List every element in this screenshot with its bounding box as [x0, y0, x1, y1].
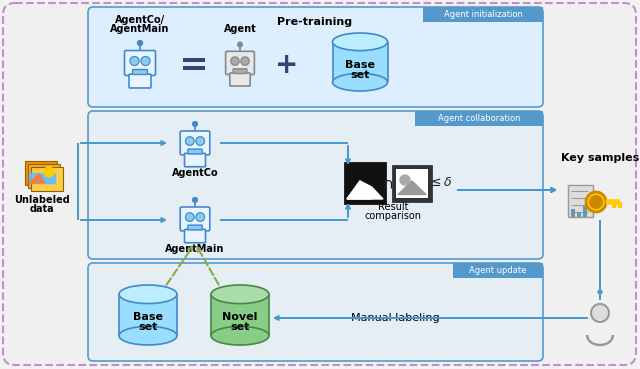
Text: AgentMain: AgentMain — [165, 244, 225, 254]
Bar — [568, 185, 593, 217]
Ellipse shape — [211, 285, 269, 304]
Ellipse shape — [119, 285, 177, 304]
Circle shape — [591, 304, 609, 322]
Polygon shape — [398, 181, 426, 194]
Ellipse shape — [333, 33, 387, 51]
Text: $\leq\delta$: $\leq\delta$ — [428, 176, 452, 190]
Bar — [415, 111, 543, 126]
Polygon shape — [29, 174, 45, 183]
FancyBboxPatch shape — [188, 149, 202, 154]
Circle shape — [186, 213, 194, 221]
Bar — [423, 7, 543, 22]
Bar — [453, 263, 543, 278]
Bar — [396, 169, 428, 197]
Polygon shape — [347, 181, 383, 199]
Circle shape — [231, 57, 239, 65]
FancyBboxPatch shape — [88, 111, 543, 259]
Circle shape — [130, 56, 139, 66]
Text: ∩: ∩ — [383, 176, 394, 192]
FancyBboxPatch shape — [233, 69, 247, 73]
FancyBboxPatch shape — [188, 225, 202, 230]
Text: +: + — [275, 51, 299, 79]
Bar — [333, 42, 387, 82]
Bar — [393, 166, 431, 200]
Circle shape — [241, 57, 249, 65]
Circle shape — [141, 56, 150, 66]
Ellipse shape — [333, 73, 387, 91]
Bar — [28, 164, 60, 188]
Circle shape — [196, 213, 205, 221]
Text: AgentCo/: AgentCo/ — [115, 15, 165, 25]
Bar — [31, 167, 63, 191]
Bar — [183, 58, 205, 62]
Text: set: set — [350, 70, 370, 80]
Bar — [571, 209, 575, 217]
Text: data: data — [29, 204, 54, 214]
Circle shape — [138, 41, 143, 45]
FancyBboxPatch shape — [88, 7, 543, 107]
Text: Key samples: Key samples — [561, 153, 639, 163]
Circle shape — [193, 197, 197, 202]
Circle shape — [44, 167, 54, 177]
Text: Manual labeling: Manual labeling — [351, 313, 439, 323]
Text: AgentMain: AgentMain — [110, 24, 170, 34]
Text: Novel: Novel — [222, 312, 258, 322]
Circle shape — [196, 137, 205, 145]
FancyBboxPatch shape — [184, 154, 205, 167]
Text: Agent initialization: Agent initialization — [444, 10, 522, 19]
Text: Unlabeled: Unlabeled — [14, 195, 70, 205]
Bar — [119, 294, 177, 336]
Bar — [583, 206, 587, 217]
FancyBboxPatch shape — [132, 69, 147, 75]
Text: AgentCo: AgentCo — [172, 168, 218, 178]
Bar — [25, 161, 57, 185]
Ellipse shape — [211, 327, 269, 345]
Text: Base: Base — [345, 60, 375, 70]
Bar — [577, 212, 581, 217]
Text: set: set — [138, 322, 157, 332]
Polygon shape — [29, 173, 55, 183]
Text: Agent collaboration: Agent collaboration — [438, 114, 520, 123]
FancyBboxPatch shape — [129, 74, 151, 88]
Text: Agent update: Agent update — [469, 266, 527, 275]
Circle shape — [186, 137, 194, 145]
Text: Base: Base — [133, 312, 163, 322]
Circle shape — [193, 121, 197, 126]
FancyBboxPatch shape — [180, 207, 210, 231]
Circle shape — [237, 42, 243, 47]
Text: comparison: comparison — [365, 211, 422, 221]
FancyBboxPatch shape — [184, 230, 205, 243]
Circle shape — [586, 192, 606, 212]
Text: Pre-training: Pre-training — [277, 17, 353, 27]
Text: Agent: Agent — [223, 24, 257, 34]
FancyBboxPatch shape — [226, 51, 254, 75]
Text: Result: Result — [378, 202, 408, 212]
FancyBboxPatch shape — [88, 263, 543, 361]
FancyBboxPatch shape — [125, 51, 156, 76]
Polygon shape — [29, 174, 55, 183]
FancyBboxPatch shape — [3, 3, 636, 365]
Circle shape — [400, 175, 410, 185]
Bar — [211, 294, 269, 336]
Polygon shape — [347, 181, 372, 199]
Text: set: set — [230, 322, 250, 332]
FancyBboxPatch shape — [230, 73, 250, 86]
Circle shape — [590, 196, 602, 208]
Bar — [345, 163, 385, 203]
Ellipse shape — [119, 327, 177, 345]
FancyBboxPatch shape — [180, 131, 210, 155]
Bar — [183, 66, 205, 69]
